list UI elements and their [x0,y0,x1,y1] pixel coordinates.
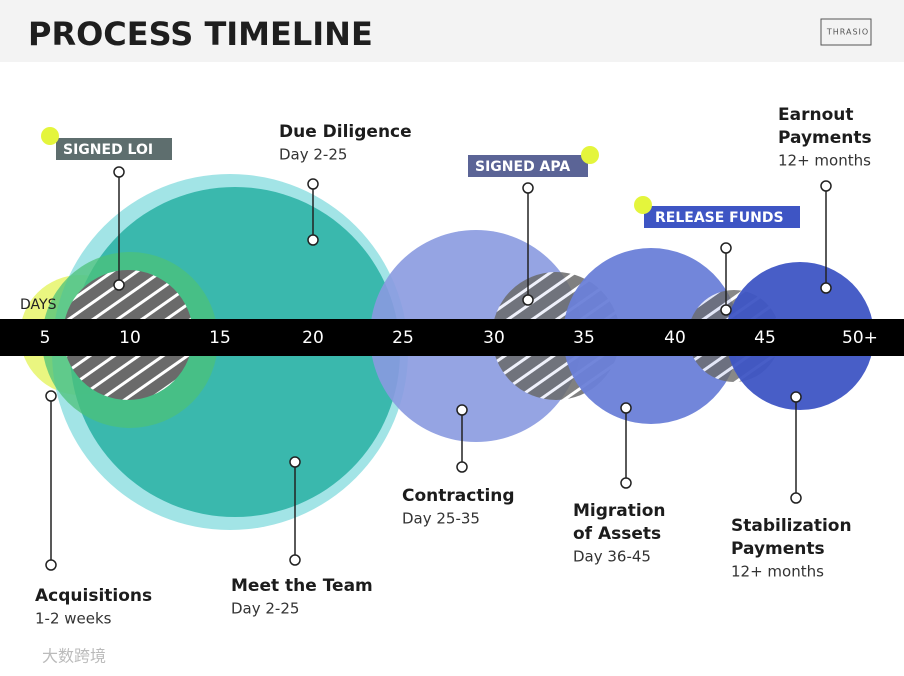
axis-label: DAYS [20,297,57,313]
stage-name: Payments [778,128,872,148]
stage-name: Meet the Team [231,576,373,596]
stage-detail: Day 36-45 [573,548,651,566]
stage-name: of Assets [573,524,661,544]
tick-label: 20 [302,328,324,348]
logo-box [820,18,872,46]
tag-box [56,138,172,160]
tag-badge [41,127,59,145]
stage-detail: Day 25-35 [402,510,480,528]
header-bar [0,0,904,62]
stage-name: Migration [573,501,666,521]
tick-label: 10 [119,328,141,348]
watermark: 大数跨境 [42,647,106,666]
stage-name: Due Diligence [279,122,412,142]
tag-box [644,206,800,228]
stage-detail: Day 2-25 [279,146,347,164]
title: PROCESS TIMELINE [28,15,373,53]
tag-label: SIGNED APA [475,159,570,175]
tick-label: 40 [664,328,686,348]
tag-badge [634,196,652,214]
tick-label: 45 [754,328,776,348]
stage-name: Earnout [778,105,853,125]
stage-detail: 12+ months [731,563,824,581]
tag-box [468,155,588,177]
tick-label: 30 [483,328,505,348]
logo: THRASIO [826,28,869,37]
timeline-band [0,319,904,356]
stage-detail: 12+ months [778,152,871,170]
milestone-tags: SIGNED LOI SIGNED APA RELEASE FUNDS [41,127,800,228]
tick-label: 15 [209,328,231,348]
tag-badge [581,146,599,164]
stage-detail: Day 2-25 [231,600,299,618]
stage-name: Stabilization [731,516,852,536]
tick-label: 50+ [842,328,878,348]
stage-name: Contracting [402,486,515,506]
callouts [45,166,832,571]
stage-detail: 1-2 weeks [35,610,112,628]
stage-name: Acquisitions [35,586,152,606]
tick-label: 35 [573,328,595,348]
tick-label: 5 [40,328,51,348]
tag-label: RELEASE FUNDS [655,210,784,226]
tag-label: SIGNED LOI [63,142,153,158]
stage-name: Payments [731,539,825,559]
tick-label: 25 [392,328,414,348]
